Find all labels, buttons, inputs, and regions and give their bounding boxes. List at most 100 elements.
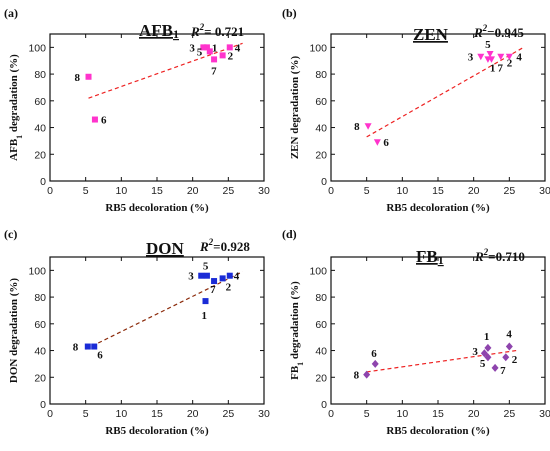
point-label-4: 4 [516, 52, 522, 64]
data-point-5 [203, 272, 210, 279]
data-point-4 [505, 53, 513, 61]
data-point-1 [203, 44, 210, 51]
fit-line [366, 349, 517, 373]
data-point-2 [219, 275, 226, 282]
y-tick-label: 100 [309, 42, 327, 54]
y-tick-label: 80 [315, 69, 327, 81]
data-point-7 [488, 56, 495, 63]
data-point-6 [91, 343, 98, 350]
point-label-2: 2 [228, 50, 234, 62]
data-point-1 [484, 343, 492, 352]
point-label-3: 3 [468, 52, 474, 64]
y-axis-label: ZEN degradation (%) [289, 56, 301, 160]
point-label-7: 7 [498, 62, 504, 74]
y-tick-label: 20 [315, 372, 327, 384]
plot-frame [330, 33, 546, 182]
point-label-2: 2 [512, 354, 518, 366]
y-axis-label: FB1 degradation (%) [289, 281, 305, 380]
x-tick-label: 0 [47, 408, 53, 420]
fit-line [366, 46, 524, 138]
data-point-8 [364, 123, 372, 130]
point-label-5: 5 [197, 46, 203, 58]
data-point-7 [211, 278, 218, 285]
data-point-2 [497, 53, 505, 61]
y-axis-label: DON degradation (%) [8, 278, 20, 383]
x-tick-label: 25 [222, 408, 234, 420]
point-label-4: 4 [506, 329, 512, 341]
x-tick-label: 15 [432, 185, 444, 197]
data-point-5 [206, 48, 213, 55]
point-label-7: 7 [211, 65, 217, 77]
x-tick-label: 15 [151, 408, 163, 420]
point-label-1: 1 [212, 42, 218, 54]
panel-label: (c) [4, 227, 17, 241]
point-label-1: 1 [484, 331, 490, 343]
point-label-3: 3 [188, 271, 194, 283]
data-point-1 [202, 298, 209, 305]
plot-frame [330, 256, 546, 405]
data-point-3 [480, 349, 488, 358]
panel-title: AFB1 [139, 21, 179, 41]
point-label-8: 8 [354, 370, 360, 382]
panel-title: ZEN [413, 25, 449, 44]
x-axis-label: RB5 decoloration (%) [386, 202, 490, 214]
data-point-5 [484, 353, 492, 362]
x-tick-label: 5 [83, 408, 89, 420]
fit-line [88, 42, 243, 99]
x-axis-label: RB5 decoloration (%) [386, 425, 490, 437]
data-point-7 [491, 363, 499, 372]
data-point-8 [85, 73, 92, 80]
data-point-8 [363, 370, 371, 379]
point-label-8: 8 [73, 342, 79, 354]
data-point-6 [91, 116, 98, 123]
data-point-4 [226, 44, 233, 51]
panel-title: FB1 [416, 247, 444, 267]
x-tick-label: 5 [364, 185, 370, 197]
y-axis-label: AFB1 degradation (%) [8, 54, 24, 161]
x-tick-label: 30 [258, 185, 270, 197]
y-tick-label: 40 [34, 346, 46, 358]
r-squared-label: R2=0.945 [473, 23, 524, 40]
r-squared-label: R2= 0.721 [190, 22, 244, 39]
point-label-6: 6 [371, 348, 377, 360]
x-tick-label: 10 [115, 408, 127, 420]
x-tick-label: 0 [328, 185, 334, 197]
y-tick-label: 40 [315, 346, 327, 358]
point-label-5: 5 [480, 358, 486, 370]
x-axis-label: RB5 decoloration (%) [105, 425, 209, 437]
y-tick-label: 0 [40, 176, 46, 188]
fit-line [85, 271, 243, 350]
point-label-7: 7 [210, 284, 216, 296]
r-squared-label: R2=0.928 [199, 237, 250, 254]
point-label-5: 5 [203, 261, 209, 273]
point-label-4: 4 [234, 271, 240, 283]
data-point-4 [226, 272, 233, 279]
data-point-3 [477, 53, 485, 61]
r-squared-label: R2=0.710 [474, 247, 525, 264]
x-tick-label: 15 [151, 185, 163, 197]
x-tick-label: 0 [47, 185, 53, 197]
y-tick-label: 80 [315, 292, 327, 304]
point-label-3: 3 [189, 42, 195, 54]
data-point-5 [486, 51, 494, 58]
y-tick-label: 80 [34, 292, 46, 304]
point-label-6: 6 [101, 115, 107, 127]
x-tick-label: 20 [468, 408, 480, 420]
point-label-2: 2 [507, 58, 513, 70]
x-tick-label: 25 [503, 185, 515, 197]
x-tick-label: 20 [187, 185, 199, 197]
point-label-2: 2 [226, 281, 232, 293]
data-point-3 [200, 44, 207, 51]
data-point-7 [211, 56, 218, 63]
y-tick-label: 20 [34, 372, 46, 384]
x-tick-label: 10 [396, 408, 408, 420]
data-point-8 [84, 343, 91, 350]
point-label-6: 6 [383, 137, 389, 149]
point-label-5: 5 [485, 39, 491, 51]
x-tick-label: 30 [258, 408, 270, 420]
panel-label: (a) [4, 6, 18, 20]
data-point-4 [505, 342, 513, 351]
